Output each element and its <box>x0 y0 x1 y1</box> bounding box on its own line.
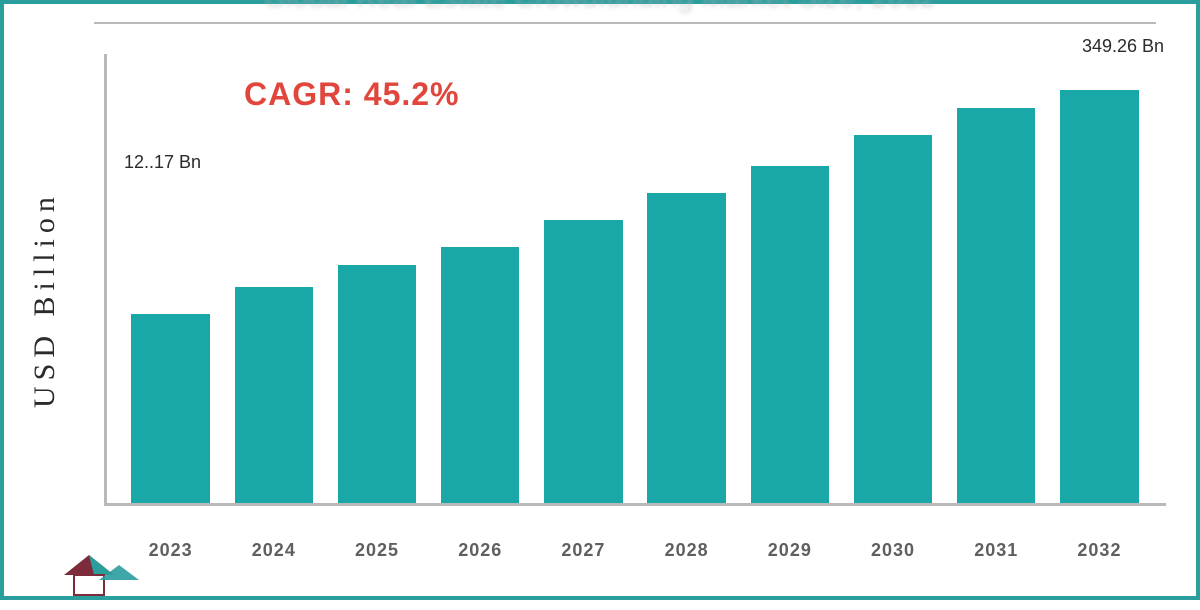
bar-2024 <box>235 287 313 503</box>
bar-slot <box>222 54 325 503</box>
bar-2027 <box>544 220 622 503</box>
callout-first: 12..17 Bn <box>124 152 201 173</box>
plot-area <box>104 54 1166 506</box>
bar-slot <box>841 54 944 503</box>
bar-2030 <box>854 135 932 503</box>
xlabel: 2024 <box>222 540 325 561</box>
xlabel: 2030 <box>841 540 944 561</box>
bar-slot <box>325 54 428 503</box>
xlabel: 2029 <box>738 540 841 561</box>
bar-slot <box>429 54 532 503</box>
xlabel: 2026 <box>429 540 532 561</box>
callout-last: 349.26 Bn <box>1082 36 1164 57</box>
bar-slot <box>738 54 841 503</box>
bar-slot <box>945 54 1048 503</box>
bar-slot <box>532 54 635 503</box>
xlabel: 2028 <box>635 540 738 561</box>
chart-title: Global Real Estate Crowdfunding Market S… <box>4 0 1196 14</box>
y-axis-label: USD Billion <box>28 4 62 596</box>
bar-2032 <box>1060 90 1138 503</box>
bar-2025 <box>338 265 416 503</box>
bar-slot <box>119 54 222 503</box>
bar-2026 <box>441 247 519 503</box>
bar-2031 <box>957 108 1035 503</box>
title-divider <box>94 22 1156 24</box>
bar-2023 <box>131 314 209 503</box>
xlabel: 2025 <box>325 540 428 561</box>
xlabel: 2031 <box>945 540 1048 561</box>
xlabel: 2027 <box>532 540 635 561</box>
x-axis-line <box>104 503 1166 506</box>
bar-slot <box>635 54 738 503</box>
x-axis-labels: 2023 2024 2025 2026 2027 2028 2029 2030 … <box>104 540 1166 561</box>
bar-slot <box>1048 54 1151 503</box>
chart-frame: Global Real Estate Crowdfunding Market S… <box>0 0 1200 600</box>
brand-logo <box>59 550 169 610</box>
xlabel: 2032 <box>1048 540 1151 561</box>
bars-container <box>104 54 1166 503</box>
bar-2029 <box>751 166 829 503</box>
bar-2028 <box>647 193 725 503</box>
